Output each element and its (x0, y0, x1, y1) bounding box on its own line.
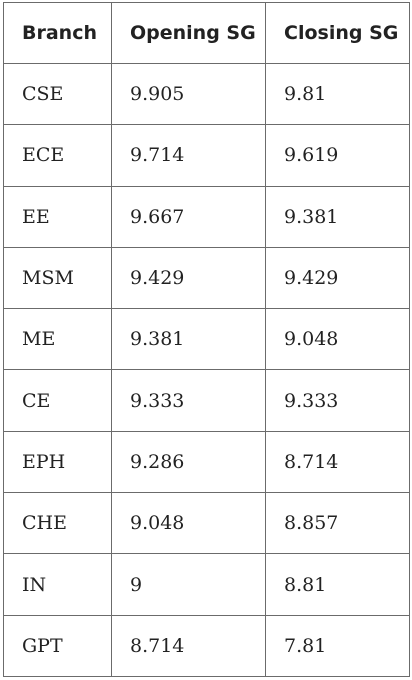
table-row: MSM 9.429 9.429 (3, 246, 410, 310)
opening-sg-cell: 9.667 (111, 185, 266, 248)
opening-sg-cell: 9.905 (111, 62, 266, 126)
table-row: EE 9.667 9.381 (3, 185, 410, 248)
table-row: GPT 8.714 7.81 (3, 614, 410, 678)
table-row: ME 9.381 9.048 (3, 308, 410, 371)
branch-cell: EE (3, 185, 112, 248)
branch-cell: CHE (3, 492, 112, 555)
branch-cell: GPT (3, 614, 112, 678)
branch-cell: CE (3, 369, 112, 432)
table-row: EPH 9.286 8.714 (3, 430, 410, 494)
closing-sg-cell: 7.81 (265, 614, 410, 678)
closing-sg-cell: 9.429 (265, 246, 410, 310)
table-body: CSE 9.905 9.81 ECE 9.714 9.619 EE 9.667 … (3, 62, 410, 678)
closing-sg-cell: 8.81 (265, 553, 410, 616)
opening-sg-cell: 9 (111, 553, 266, 616)
branch-cell: ME (3, 308, 112, 371)
opening-sg-cell: 9.714 (111, 124, 266, 187)
closing-sg-cell: 9.81 (265, 62, 410, 126)
table-row: CE 9.333 9.333 (3, 369, 410, 432)
table-row: CSE 9.905 9.81 (3, 62, 410, 126)
opening-sg-cell: 9.048 (111, 492, 266, 555)
closing-sg-cell: 8.714 (265, 430, 410, 494)
opening-sg-cell: 9.286 (111, 430, 266, 494)
sg-table: Branch Opening SG Closing SG CSE 9.905 9… (3, 2, 410, 678)
opening-sg-cell: 9.381 (111, 308, 266, 371)
table-row: ECE 9.714 9.619 (3, 124, 410, 187)
table-row: CHE 9.048 8.857 (3, 492, 410, 555)
branch-cell: EPH (3, 430, 112, 494)
opening-sg-cell: 9.429 (111, 246, 266, 310)
branch-cell: CSE (3, 62, 112, 126)
table-header: Branch Opening SG Closing SG (3, 2, 410, 64)
branch-cell: ECE (3, 124, 112, 187)
branch-cell: IN (3, 553, 112, 616)
closing-sg-cell: 9.333 (265, 369, 410, 432)
closing-sg-cell: 8.857 (265, 492, 410, 555)
header-branch: Branch (3, 2, 112, 64)
opening-sg-cell: 8.714 (111, 614, 266, 678)
closing-sg-cell: 9.619 (265, 124, 410, 187)
opening-sg-cell: 9.333 (111, 369, 266, 432)
closing-sg-cell: 9.048 (265, 308, 410, 371)
header-closing-sg: Closing SG (265, 2, 410, 64)
branch-cell: MSM (3, 246, 112, 310)
header-row: Branch Opening SG Closing SG (3, 2, 410, 64)
table-row: IN 9 8.81 (3, 553, 410, 616)
closing-sg-cell: 9.381 (265, 185, 410, 248)
header-opening-sg: Opening SG (111, 2, 266, 64)
